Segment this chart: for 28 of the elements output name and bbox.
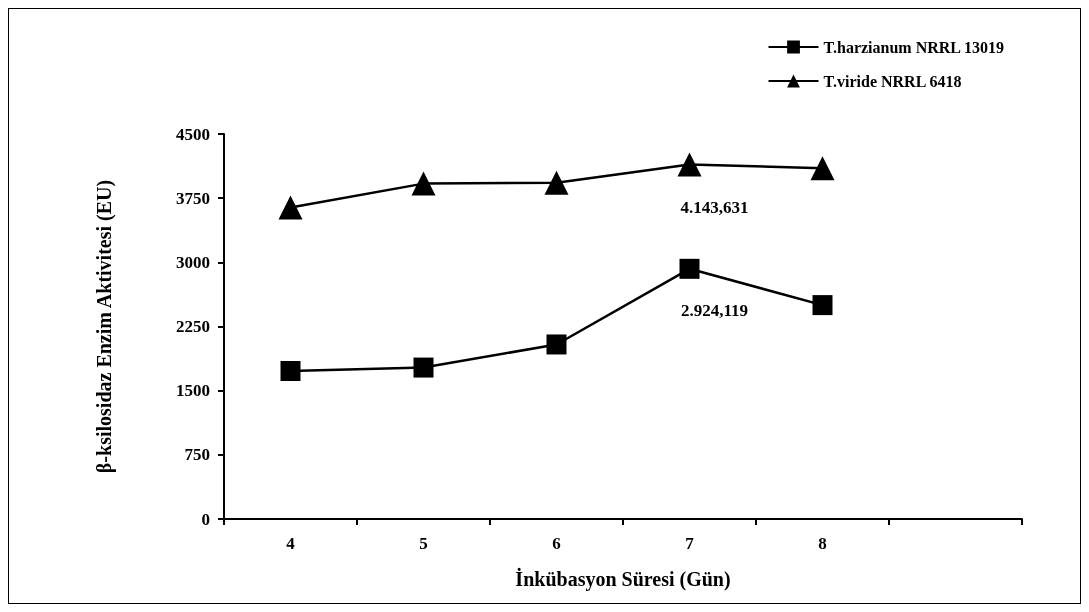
data-label: 4.143,631 (680, 198, 749, 218)
x-tick-label: 7 (685, 534, 695, 553)
x-tick-label: 4 (286, 534, 296, 553)
point (546, 334, 567, 355)
data-label: 2.924,119 (680, 300, 749, 320)
x-axis-title: İnkübasyon Süresi (Gün) (515, 567, 731, 591)
x-tick-label: 5 (419, 534, 428, 553)
y-axis-title: β-ksilosidaz Enzim Aktivitesi (EU) (93, 179, 116, 474)
x-tick-label: 6 (552, 534, 561, 553)
point (280, 360, 301, 381)
point (679, 258, 700, 279)
y-tick-label: 3000 (176, 252, 210, 272)
y-tick-label: 1500 (176, 381, 210, 401)
point (278, 195, 303, 220)
point (544, 170, 569, 195)
point (411, 171, 436, 196)
legend-label: T.viride NRRL 6418 (823, 72, 962, 90)
y-tick-label: 2250 (176, 317, 210, 336)
point (413, 357, 434, 378)
y-tick-label: 0 (201, 509, 210, 529)
x-tick-label: 8 (818, 534, 827, 553)
y-tick-label: 4500 (176, 124, 210, 144)
legend-label: T.harzianum NRRL 13019 (823, 38, 1005, 56)
point (812, 295, 833, 316)
y-tick-label: 3750 (176, 188, 210, 208)
point (810, 156, 835, 181)
point (677, 152, 702, 177)
y-tick-label: 750 (184, 445, 210, 465)
